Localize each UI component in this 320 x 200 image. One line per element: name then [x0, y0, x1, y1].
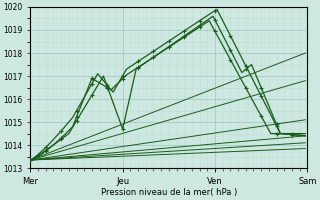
- X-axis label: Pression niveau de la mer( hPa ): Pression niveau de la mer( hPa ): [101, 188, 237, 197]
